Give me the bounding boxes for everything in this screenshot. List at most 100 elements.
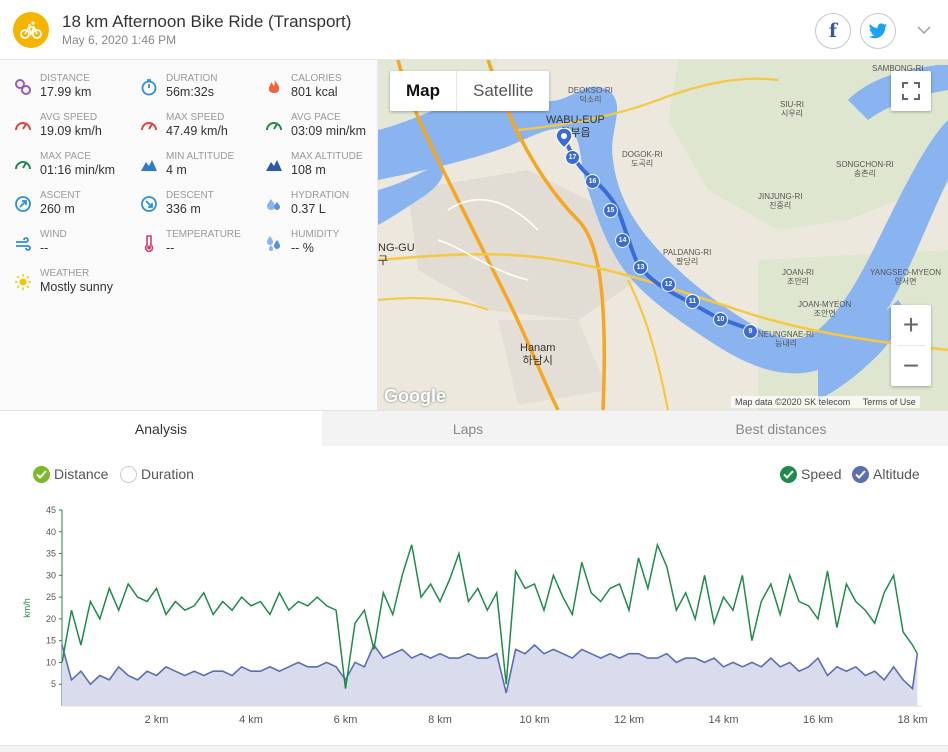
distance-toggle-label: Distance — [54, 466, 109, 482]
route-km-marker[interactable]: 11 — [685, 294, 700, 309]
speedometer-icon — [14, 156, 32, 174]
stat-value: 801 kcal — [291, 85, 338, 99]
stat-value: 03:09 min/km — [291, 124, 367, 138]
zoom-control: + − — [891, 305, 931, 386]
chevron-down-icon[interactable] — [914, 20, 934, 40]
activity-title: 18 km Afternoon Bike Ride (Transport) — [62, 12, 352, 31]
duration-toggle[interactable]: Duration — [120, 464, 194, 484]
tab-laps[interactable]: Laps — [452, 421, 484, 437]
stat-max-altitude: Max altitude 108 m — [251, 150, 376, 186]
twitter-share-button[interactable] — [860, 13, 896, 49]
stat-value: 260 m — [40, 202, 75, 216]
empty-circle-icon — [120, 465, 137, 483]
stats-panel: Distance 17.99 km Duration 56m:32s Calories 8… — [0, 60, 378, 410]
y-tick-label: 5 — [51, 679, 56, 689]
speed-altitude-chart[interactable]: 5 10 15 20 25 30 35 40 45 km/h 2 km 4 km 6 km 8 km 10 … — [0, 446, 948, 746]
altitude-toggle[interactable]: Altitude — [852, 464, 920, 484]
map-type-satellite-button[interactable]: Satellite — [473, 81, 534, 100]
stat-distance: Distance 17.99 km — [0, 72, 125, 108]
wind-icon — [14, 234, 32, 252]
x-tick-label: 8 km — [428, 714, 452, 726]
bike-icon — [13, 12, 49, 48]
stat-max-speed: Max speed 47.49 km/h — [126, 111, 251, 147]
speedometer-icon — [140, 117, 158, 135]
start-pin-icon — [556, 128, 572, 148]
stat-label: Ascent — [40, 190, 81, 201]
y-tick-label: 20 — [46, 614, 56, 624]
thermometer-icon — [140, 234, 158, 253]
map-canvas — [378, 60, 948, 410]
map-type-control[interactable]: Map Satellite — [390, 71, 550, 111]
stat-label: Min altitude — [166, 151, 235, 162]
stat-value: -- % — [291, 241, 314, 255]
fullscreen-icon — [902, 82, 920, 100]
stat-label: Humidity — [291, 229, 340, 240]
route-km-marker[interactable]: 17 — [565, 150, 580, 165]
altitude-area — [62, 645, 918, 706]
place-label-wabu: WABU-EUP 와부읍 — [546, 114, 605, 139]
altitude-toggle-label: Altitude — [873, 466, 920, 482]
route-km-marker[interactable]: 13 — [633, 260, 648, 275]
stat-value: -- — [166, 241, 175, 255]
x-tick-label: 2 km — [145, 714, 169, 726]
panel-footer — [0, 745, 948, 752]
water-drops-icon — [265, 195, 283, 213]
stat-wind: Wind -- — [0, 228, 125, 264]
distance-toggle[interactable]: Distance — [33, 464, 108, 484]
tab-best-distances[interactable]: Best distances — [735, 421, 827, 437]
zoom-in-button[interactable]: + — [902, 309, 920, 340]
route-km-marker[interactable]: 14 — [615, 233, 630, 248]
facebook-share-button[interactable]: f — [815, 13, 851, 49]
place-label-yangseo: YANGSEO-MYEON 양서면 — [870, 268, 941, 286]
speedometer-icon — [265, 117, 283, 135]
x-tick-label: 18 km — [898, 714, 928, 726]
speed-toggle[interactable]: Speed — [780, 464, 841, 484]
google-logo: Google — [384, 386, 446, 406]
tab-analysis[interactable]: Analysis — [0, 411, 322, 447]
stat-value: Mostly sunny — [40, 280, 113, 294]
place-label-jinjung: JINJUNG-RI 진중리 — [758, 192, 803, 210]
stat-humidity: Humidity -- % — [251, 228, 376, 264]
route-km-marker[interactable]: 15 — [603, 203, 618, 218]
stat-label: Avg pace — [291, 112, 341, 123]
stat-value: 0.37 L — [291, 202, 326, 216]
place-label-joan-myeon: JOAN-MYEON 조안면 — [798, 300, 852, 318]
stat-label: Max pace — [40, 151, 91, 162]
stat-label: Descent — [166, 190, 214, 201]
stopwatch-icon — [140, 78, 158, 96]
place-label-hanam: Hanam 하남시 — [520, 342, 556, 367]
terms-of-use-link[interactable]: Terms of Use — [862, 397, 916, 407]
stat-temperature: Temperature -- — [126, 228, 251, 264]
mountain-icon — [265, 156, 283, 174]
stat-min-altitude: Min altitude 4 m — [126, 150, 251, 186]
stat-max-pace: Max pace 01:16 min/km — [0, 150, 125, 186]
route-km-marker[interactable]: 10 — [713, 312, 728, 327]
stat-label: Hydration — [291, 190, 350, 201]
route-map[interactable]: DEOKSO-RI 덕소리 WABU-EUP 와부읍 DOGOK-RI 도곡리 PAL… — [378, 60, 948, 410]
x-tick-label: 16 km — [803, 714, 833, 726]
route-km-marker[interactable]: 16 — [585, 174, 600, 189]
check-icon — [852, 465, 869, 483]
route-km-marker[interactable]: 12 — [661, 277, 676, 292]
sun-icon — [14, 273, 32, 291]
place-label-songchon: SONGCHON-RI 송촌리 — [836, 160, 894, 178]
stat-ascent: Ascent 260 m — [0, 189, 125, 225]
stat-weather: Weather Mostly sunny — [0, 267, 125, 303]
facebook-icon: f — [828, 20, 838, 42]
location-pin-icon — [14, 78, 32, 96]
map-type-map-button[interactable]: Map — [390, 71, 457, 111]
place-label-sambong: SAMBONG-RI — [872, 64, 924, 73]
descent-icon — [140, 195, 158, 213]
y-tick-label: 45 — [46, 505, 56, 515]
stat-label: Calories — [291, 73, 342, 84]
fullscreen-button[interactable] — [891, 71, 931, 111]
route-km-marker[interactable]: 9 — [743, 324, 758, 339]
stat-value: 56m:32s — [166, 85, 214, 99]
stat-value: -- — [40, 241, 49, 255]
y-tick-label: 25 — [46, 592, 56, 602]
stat-duration: Duration 56m:32s — [126, 72, 251, 108]
x-tick-label: 14 km — [709, 714, 739, 726]
zoom-out-button[interactable]: − — [902, 350, 920, 381]
check-icon — [780, 465, 797, 483]
stat-label: Max speed — [166, 112, 225, 123]
